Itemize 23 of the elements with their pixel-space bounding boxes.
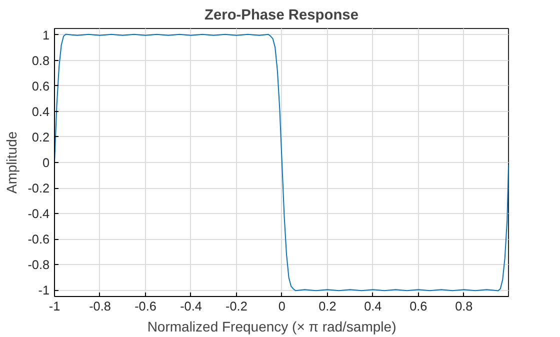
x-tick-label: 0.6: [410, 300, 428, 314]
y-tick-label: -0.4: [28, 207, 50, 222]
x-tick-label: -0.4: [180, 300, 202, 314]
x-axis-title: Normalized Frequency (× π rad/sample): [147, 318, 396, 334]
chart-title: Zero-Phase Response: [204, 8, 358, 24]
x-tick-label: 0.2: [318, 300, 336, 314]
x-tick-label: 0.8: [455, 300, 473, 314]
x-tick-label: 0: [278, 300, 286, 314]
y-tick-label: 0.4: [32, 104, 50, 119]
x-tick-label: -0.6: [134, 300, 156, 314]
y-tick-label: -0.8: [28, 258, 50, 272]
y-tick-label: 0.2: [32, 130, 50, 144]
y-tick-label: 0.6: [32, 79, 50, 94]
y-tick-label: 1: [42, 28, 50, 42]
x-tick-label: -0.2: [226, 300, 248, 314]
x-tick-label: 0.4: [364, 300, 382, 314]
y-tick-label: -0.6: [28, 232, 50, 247]
y-tick-label: -1: [38, 284, 50, 298]
y-tick-label: 0: [42, 156, 50, 170]
y-axis-title: Amplitude: [4, 131, 20, 194]
x-tick-label: -0.8: [89, 300, 111, 314]
y-tick-label: -0.2: [28, 182, 50, 196]
y-tick-label: 0.8: [32, 54, 50, 68]
